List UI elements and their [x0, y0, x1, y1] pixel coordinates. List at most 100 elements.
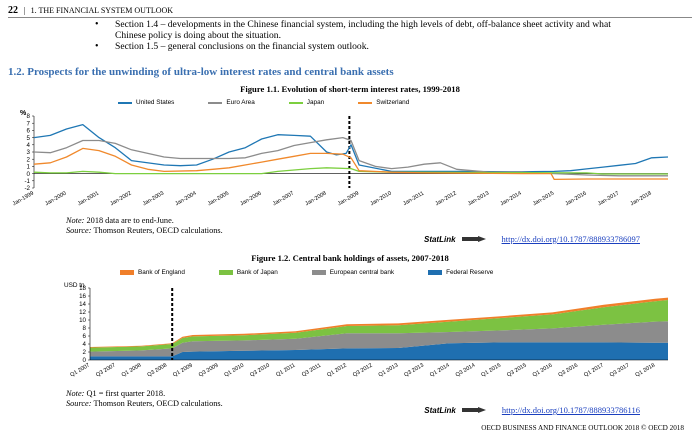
statlink-url-link[interactable]: http://dx.doi.org/10.1787/888933786116	[501, 405, 640, 415]
page-header: 22 | 1. THE FINANCIAL SYSTEM OUTLOOK	[8, 3, 692, 18]
legend-label: Bank of England	[138, 269, 185, 276]
x-tick-label: Q1 2009	[172, 363, 194, 379]
x-tick-label: Jan-2000	[44, 191, 67, 208]
note-text: 2018 data are to end-June.	[86, 216, 174, 225]
x-tick-label: Jan-2017	[597, 191, 620, 208]
page-footer: OECD BUSINESS AND FINANCE OUTLOOK 2018 ©…	[481, 424, 684, 432]
source-label: Source:	[66, 398, 92, 408]
series-area	[90, 321, 668, 357]
legend-item: Japan	[288, 99, 325, 106]
section-heading: 1.2. Prospects for the unwinding of ultr…	[8, 66, 394, 78]
statlink-brand: StatLink	[423, 234, 456, 244]
statlink-url-link[interactable]: http://dx.doi.org/10.1787/888933786097	[501, 234, 640, 244]
x-tick-label: Q1 2014	[429, 363, 451, 379]
legend-swatch	[358, 101, 373, 104]
legend-swatch	[428, 270, 443, 275]
figure-1-1-note: Note: 2018 data are to end-June. Source:…	[66, 216, 223, 235]
x-tick-label: Q3 2015	[506, 363, 528, 379]
y-tick-label: 0	[83, 357, 87, 364]
x-tick-label: Q1 2017	[583, 363, 605, 379]
note-label: Note:	[66, 389, 85, 398]
y-tick-label: 18	[79, 285, 86, 292]
x-tick-label: Q1 2013	[378, 363, 400, 379]
note-text: Q1 = first quarter 2018.	[86, 389, 166, 398]
x-tick-label: Jan-2004	[174, 191, 197, 208]
statlink-brand: StatLink	[424, 405, 456, 415]
x-tick-label: Jan-2011	[402, 191, 425, 208]
y-tick-label: -2	[24, 185, 30, 192]
x-tick-label: Q3 2008	[146, 363, 168, 379]
x-tick-label: Jan-2006	[239, 191, 262, 208]
page-number: 22	[8, 4, 18, 16]
header-separator: |	[24, 5, 26, 15]
legend-item: European central bank	[311, 269, 394, 276]
legend-item: Bank of England	[120, 269, 185, 276]
x-tick-label: Jan-2015	[532, 191, 555, 208]
x-tick-label: Jan-2016	[565, 191, 588, 208]
x-tick-label: Jan-2007	[272, 191, 295, 208]
y-tick-label: 6	[83, 333, 87, 340]
figure-1-1-legend: United States Euro Area Japan Switzerland	[118, 99, 443, 106]
legend-label: Euro Area	[226, 99, 255, 106]
x-tick-label: Q1 2008	[121, 363, 143, 379]
legend-swatch	[218, 270, 233, 275]
x-tick-label: Q3 2011	[301, 363, 322, 379]
x-tick-label: Jan-2012	[434, 191, 457, 208]
y-tick-label: 16	[79, 293, 86, 300]
x-tick-label: Q3 2009	[198, 363, 220, 379]
statlink-logo-icon	[461, 236, 486, 242]
series-line	[33, 147, 668, 181]
x-tick-label: Q1 2015	[480, 363, 502, 379]
legend-item: Federal Reserve	[428, 269, 493, 276]
legend-swatch	[120, 270, 134, 275]
legend-label: Bank of Japan	[236, 269, 278, 276]
x-tick-label: Jan-2009	[337, 191, 360, 208]
legend-swatch	[118, 101, 132, 104]
legend-swatch	[311, 270, 326, 275]
figure-1-2-statlink: StatLink http://dx.doi.org/10.1787/88893…	[424, 405, 640, 415]
figure-1-1-title: Figure 1.1. Evolution of short-term inte…	[240, 84, 460, 94]
x-tick-label: Q1 2016	[532, 363, 554, 379]
y-tick-label: 5	[27, 135, 31, 142]
legend-swatch	[288, 101, 303, 104]
running-title: 1. THE FINANCIAL SYSTEM OUTLOOK	[30, 5, 174, 15]
y-axis-label: USD tn	[64, 282, 85, 289]
x-tick-label: Jan-2018	[630, 191, 653, 208]
y-tick-label: 1	[27, 164, 31, 171]
x-tick-label: Jan-2010	[369, 191, 392, 208]
figure-1-1-statlink: StatLink http://dx.doi.org/10.1787/88893…	[424, 234, 640, 244]
y-tick-label: 6	[27, 128, 31, 135]
legend-item: Euro Area	[208, 99, 255, 106]
figure-1-2-note: Note: Q1 = first quarter 2018. Source: T…	[66, 389, 223, 408]
y-tick-label: 2	[27, 156, 31, 163]
legend-label: Federal Reserve	[446, 269, 494, 276]
x-tick-label: Q1 2011	[275, 363, 296, 379]
legend-swatch	[208, 101, 223, 104]
x-tick-label: Q3 2013	[403, 363, 425, 379]
y-tick-label: 2	[83, 349, 87, 356]
y-tick-label: 7	[27, 120, 31, 127]
series-area	[90, 342, 668, 360]
legend-label: Japan	[306, 99, 325, 106]
y-tick-label: 3	[27, 149, 31, 156]
y-tick-label: 0	[27, 171, 31, 178]
x-tick-label: Jan-1999	[12, 191, 35, 208]
source-text: Thomson Reuters, OECD calculations.	[93, 225, 223, 235]
legend-item: United States	[118, 99, 174, 106]
series-area	[90, 300, 668, 352]
series-area	[90, 297, 668, 348]
series-line	[33, 123, 669, 173]
x-tick-label: Jan-2005	[207, 191, 230, 208]
y-tick-label: 12	[79, 309, 86, 316]
note-label: Note:	[66, 216, 85, 225]
y-tick-label: 4	[83, 341, 87, 348]
y-tick-label: 8	[27, 113, 31, 120]
x-tick-label: Q3 2012	[352, 363, 374, 379]
y-tick-label: 4	[27, 142, 31, 149]
x-tick-label: Jan-2003	[142, 191, 165, 208]
x-tick-label: Q3 2016	[557, 363, 579, 379]
y-tick-label: 10	[79, 317, 86, 324]
x-tick-label: Q1 2018	[635, 363, 657, 379]
